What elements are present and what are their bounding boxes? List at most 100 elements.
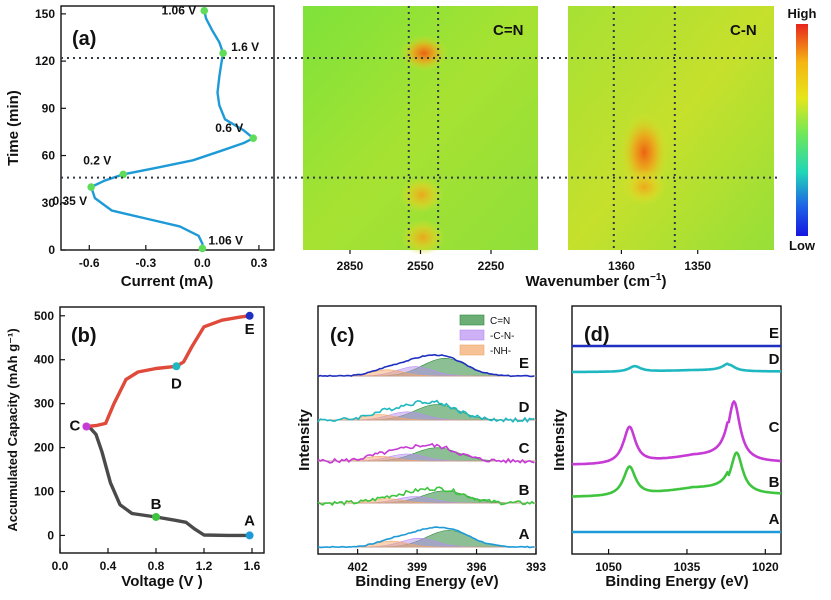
- hm2-hot-spot: [622, 169, 667, 206]
- panel-b-point-marker: [82, 422, 91, 431]
- colorbar-low-label: Low: [789, 238, 816, 253]
- hm1-hot-spot: [400, 35, 449, 72]
- hm2-xtick-label: 1350: [684, 259, 711, 273]
- panel-b-point-marker: [245, 531, 254, 540]
- panel-a-point-label: 1.06 V: [208, 233, 243, 247]
- panel-c-spectrum-label: D: [519, 399, 530, 416]
- panel-d-spectrum: [572, 362, 782, 374]
- panel-a-point-label: 1.6 V: [231, 40, 259, 54]
- hm1-xtick-label: 2250: [478, 259, 505, 273]
- panel-c-spectrum-label: B: [519, 482, 530, 499]
- panel-b-capacity: 0.0 0.4 0.8 1.2 1.6 0 100 200 300 400 500 A B C D E (b…: [5, 306, 265, 590]
- panel-b-ylabel: Accumulated Capacity (mAh g⁻¹): [5, 328, 20, 531]
- heatmap-cn-single-title: C-N: [730, 22, 757, 39]
- hm1-hot-spot: [399, 176, 444, 213]
- panel-b-point-marker: [172, 362, 181, 371]
- panel-b-xtick-label: 1.2: [196, 559, 213, 573]
- panel-c-spectrum-label: A: [519, 526, 530, 543]
- panel-c-xtick-label: 393: [526, 560, 546, 574]
- panel-c-ylabel: Intensity: [296, 409, 313, 471]
- panel-b-label: (b): [71, 325, 97, 347]
- panel-b-xtick-label: 1.6: [244, 559, 261, 573]
- panel-d-spectrum-label: A: [769, 511, 780, 528]
- panel-a-point-label: 0.6 V: [215, 121, 243, 135]
- panel-c-spectrum: [317, 399, 535, 424]
- panel-c-xtick-label: 396: [467, 560, 487, 574]
- panel-c-legend-label: -C-N-: [490, 331, 514, 342]
- panel-a-point-marker: [198, 244, 207, 253]
- panel-b-ytick-label: 100: [34, 485, 54, 499]
- panel-b-point-marker: [245, 311, 254, 320]
- panel-a-point-marker: [119, 170, 128, 179]
- panel-a-ytick-label: 60: [42, 149, 56, 163]
- panel-c-legend-label: C=N: [490, 316, 510, 327]
- panel-c-xtick-label: 399: [407, 560, 427, 574]
- hm2-xtick-label: 1360: [608, 259, 635, 273]
- panel-c-spectrum: [317, 526, 535, 549]
- panel-d-xps: ED C B A 1050 1035 1020 (d) Binding Energy (e…: [551, 305, 782, 590]
- wavenumber-axis-label: Wavenumber (cm−1): [526, 272, 667, 290]
- panel-a-point-marker: [200, 6, 209, 15]
- panel-a-xtick-label: -0.6: [79, 256, 100, 270]
- panel-c-xtick-label: 402: [348, 560, 368, 574]
- heatmap-cn-double-title: C=N: [493, 22, 523, 39]
- colorbar-high-label: High: [788, 6, 817, 21]
- panel-b-point-label: E: [245, 321, 255, 338]
- panel-d-spectrum: [572, 451, 781, 498]
- heatmap-cn-single: C-N 1360 1350: [568, 6, 774, 273]
- panel-d-xtick-label: 1020: [752, 560, 779, 574]
- panel-a-xlabel: Current (mA): [121, 273, 214, 290]
- panel-d-spectrum-label: E: [769, 325, 779, 342]
- hm1-xtick-label: 2850: [337, 259, 364, 273]
- panel-c-legend-swatch: [459, 344, 485, 356]
- panel-d-frame: [571, 305, 782, 555]
- heatmap-cn-double: C=N 2850 2550 2250: [303, 6, 538, 273]
- panel-a-xtick-label: -0.3: [135, 256, 156, 270]
- hm1-hot-spot: [400, 219, 445, 256]
- panel-b-point-label: A: [244, 512, 255, 529]
- panel-c-fit-component: [318, 498, 536, 504]
- panel-b-xtick-label: 0.0: [52, 559, 69, 573]
- heatmap-cn-single-field: [568, 6, 774, 250]
- panel-b-ytick-label: 0: [47, 528, 54, 542]
- panel-a-ytick-label: 150: [35, 7, 55, 21]
- panel-c-spectrum-label: E: [519, 355, 529, 372]
- panel-c-spectrum: [317, 442, 535, 464]
- panel-a-ytick-label: 0: [48, 243, 55, 257]
- panel-b-xtick-label: 0.8: [148, 559, 165, 573]
- panel-d-spectrum-label: D: [769, 351, 780, 368]
- panel-b-point-label: B: [151, 496, 162, 513]
- colorbar: High Low: [788, 6, 817, 253]
- colorbar-gradient: [796, 24, 808, 236]
- panel-a-point-label: 0.2 V: [83, 153, 111, 167]
- panel-b-xlabel: Voltage (V ): [121, 573, 202, 590]
- panel-c-label: (c): [330, 325, 354, 347]
- panel-b-ytick-label: 400: [34, 353, 54, 367]
- panel-c-legend-swatch: [459, 314, 485, 326]
- panel-b-point-label: D: [171, 375, 182, 392]
- panel-a-point-marker: [249, 134, 258, 143]
- panel-d-xlabel: Binding Energy (eV): [605, 573, 748, 590]
- panel-c-spectrum-label: C: [519, 440, 530, 457]
- panel-c-xps-n1s: E D C B A 402 399 396 393 C=N -C-N- -NH- (c) Bind…: [296, 305, 546, 590]
- panel-b-xtick-label: 0.4: [100, 559, 117, 573]
- panel-c-legend-swatch: [459, 329, 485, 341]
- panel-a-point-marker: [219, 49, 227, 58]
- panel-a-ytick-label: 90: [42, 101, 56, 115]
- hm1-xtick-label: 2550: [407, 259, 434, 273]
- panel-d-spectrum: [571, 400, 782, 466]
- panel-b-charge-curve: [84, 314, 252, 429]
- panel-c-xlabel: Binding Energy (eV): [355, 573, 498, 590]
- panel-d-xtick-label: 1050: [595, 560, 622, 574]
- panel-d-ylabel: Intensity: [551, 409, 568, 471]
- panel-a-point-label: 0.35 V: [52, 194, 87, 208]
- panel-a-point-marker: [87, 183, 95, 191]
- panel-a-label: (a): [72, 28, 96, 50]
- panel-d-label: (d): [584, 324, 610, 346]
- panel-b-point-label: C: [70, 417, 81, 434]
- panel-d-spectrum-label: C: [769, 419, 780, 436]
- panel-b-ytick-label: 500: [34, 309, 54, 323]
- panel-a-ytick-label: 120: [35, 54, 55, 68]
- panel-b-ytick-label: 300: [34, 397, 54, 411]
